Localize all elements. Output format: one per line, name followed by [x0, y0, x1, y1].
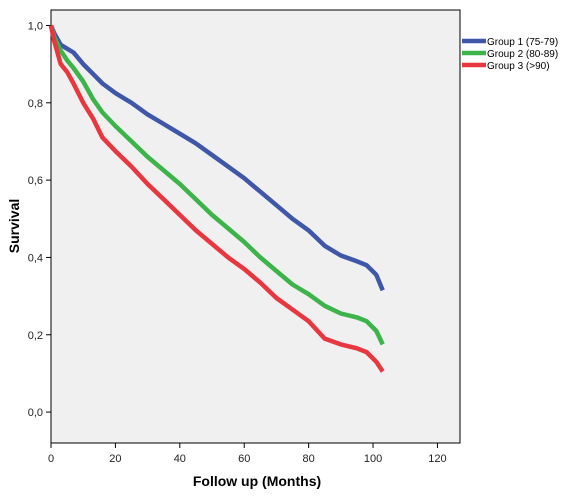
- x-tick-label: 120: [428, 453, 446, 465]
- legend-label-group-3: Group 3 (>90): [487, 61, 550, 72]
- y-tick-label: 1,0: [28, 20, 43, 32]
- plot-background: [50, 9, 461, 444]
- series-lines: [48, 24, 385, 373]
- x-tick-label: 80: [303, 453, 315, 465]
- y-tick-label: 0,6: [28, 175, 43, 187]
- legend-label-group-2: Group 2 (80-89): [487, 49, 558, 60]
- y-tick-label: 0,0: [28, 407, 43, 419]
- series-line-group-3: [48, 25, 385, 373]
- x-tick-label: 100: [364, 453, 382, 465]
- x-axis: 0 20 40 60 80 100 120: [48, 443, 447, 465]
- y-axis-title: Survival: [6, 199, 22, 253]
- y-tick-label: 0,2: [28, 330, 43, 342]
- y-axis: 0,0 0,2 0,4 0,6 0,8 1,0: [28, 20, 51, 419]
- legend-label-group-1: Group 1 (75-79): [487, 37, 558, 48]
- x-axis-title: Follow up (Months): [193, 473, 321, 489]
- x-tick-label: 40: [174, 453, 186, 465]
- y-tick-label: 0,8: [28, 98, 43, 110]
- x-tick-label: 0: [48, 453, 54, 465]
- x-tick-label: 60: [238, 453, 250, 465]
- x-tick-label: 20: [109, 453, 121, 465]
- series-line-group-1: [48, 24, 385, 292]
- y-tick-label: 0,4: [28, 252, 43, 264]
- series-line-group-2: [48, 24, 385, 346]
- legend: Group 1 (75-79)Group 2 (80-89)Group 3 (>…: [462, 37, 558, 72]
